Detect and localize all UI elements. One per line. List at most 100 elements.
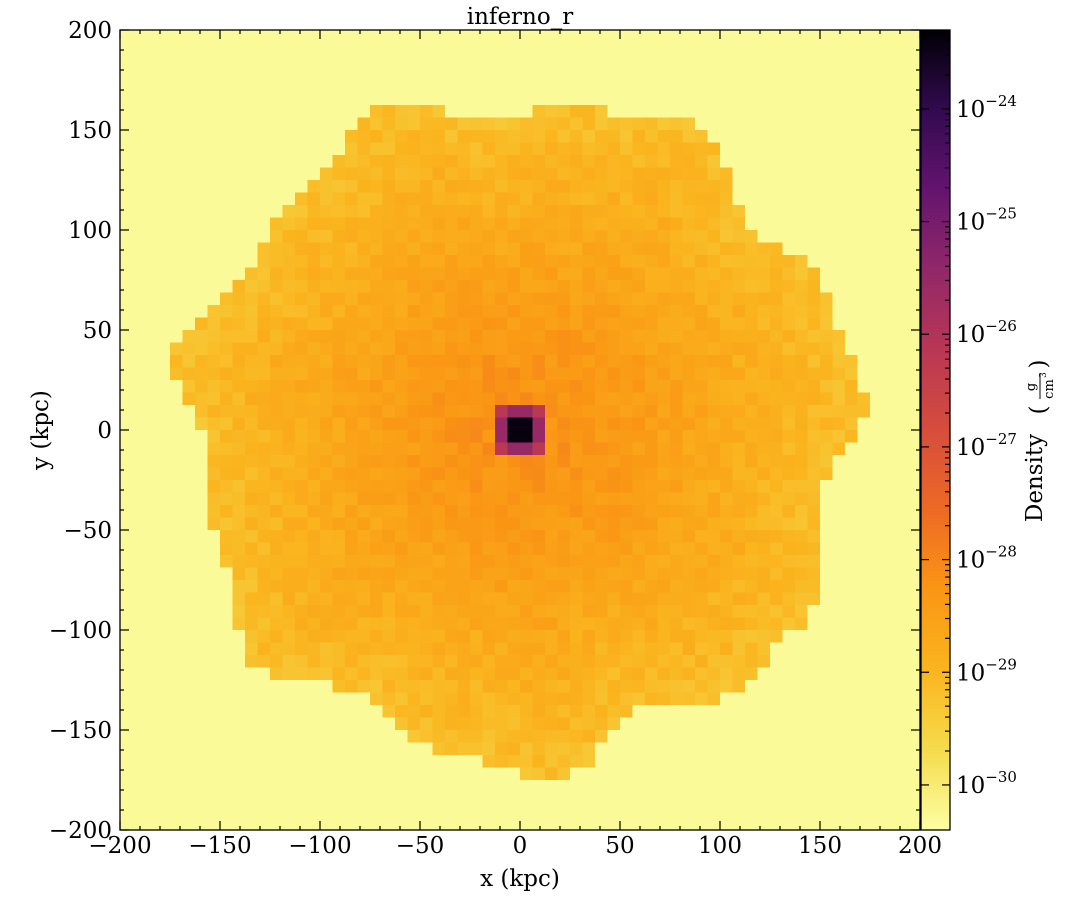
heatmap-cell (882, 492, 896, 506)
heatmap-cell (457, 755, 471, 769)
heatmap-cell (307, 167, 321, 181)
heatmap-cell (357, 80, 371, 94)
heatmap-cell (382, 455, 396, 469)
heatmap-cell (645, 680, 659, 694)
heatmap-cell (182, 705, 196, 719)
heatmap-cell (757, 342, 771, 356)
heatmap-cell (695, 380, 709, 394)
heatmap-cell (395, 292, 409, 306)
heatmap-cell (807, 367, 821, 381)
heatmap-cell (232, 692, 246, 706)
heatmap-cell (320, 442, 334, 456)
heatmap-cell (620, 442, 634, 456)
heatmap-cell (707, 705, 721, 719)
heatmap-cell (245, 142, 259, 156)
heatmap-cell (482, 505, 496, 519)
heatmap-cell (882, 255, 896, 269)
heatmap-cell (870, 142, 884, 156)
heatmap-cell (520, 392, 534, 406)
heatmap-cell (870, 355, 884, 369)
heatmap-cell (232, 805, 246, 819)
heatmap-cell (682, 392, 696, 406)
heatmap-cell (620, 792, 634, 806)
heatmap-cell (270, 567, 284, 581)
heatmap-cell (232, 67, 246, 81)
heatmap-cell (620, 642, 634, 656)
heatmap-cell (382, 330, 396, 344)
heatmap-cell (807, 717, 821, 731)
heatmap-cell (220, 517, 234, 531)
heatmap-cell (145, 642, 159, 656)
heatmap-cell (657, 80, 671, 94)
heatmap-cell (620, 817, 634, 831)
heatmap-cell (195, 692, 209, 706)
heatmap-cell (557, 67, 571, 81)
heatmap-cell (320, 330, 334, 344)
heatmap-cell (870, 42, 884, 56)
heatmap-cell (207, 117, 221, 131)
heatmap-cell (495, 267, 509, 281)
heatmap-cell (257, 55, 271, 69)
heatmap-cell (407, 655, 421, 669)
heatmap-cell (120, 705, 134, 719)
heatmap-cell (432, 280, 446, 294)
heatmap-cell (182, 742, 196, 756)
heatmap-cell (607, 730, 621, 744)
heatmap-cell (895, 80, 909, 94)
heatmap-cell (470, 305, 484, 319)
heatmap-cell (132, 92, 146, 106)
heatmap-cell (145, 267, 159, 281)
heatmap-cell (282, 417, 296, 431)
heatmap-cell (120, 117, 134, 131)
heatmap-cell (620, 742, 634, 756)
heatmap-cell (507, 305, 521, 319)
heatmap-cell (282, 380, 296, 394)
heatmap-cell (432, 780, 446, 794)
heatmap-cell (220, 780, 234, 794)
heatmap-cell (832, 330, 846, 344)
heatmap-cell (870, 292, 884, 306)
heatmap-cell (157, 367, 171, 381)
heatmap-cell (807, 105, 821, 119)
heatmap-cell (657, 342, 671, 356)
heatmap-cell (782, 255, 796, 269)
heatmap-cell (745, 517, 759, 531)
heatmap-cell (495, 542, 509, 556)
heatmap-cell (257, 530, 271, 544)
heatmap-cell (257, 692, 271, 706)
heatmap-cell (870, 30, 884, 44)
heatmap-cell (720, 192, 734, 206)
heatmap-cell (545, 242, 559, 256)
heatmap-cell (870, 667, 884, 681)
heatmap-cell (432, 155, 446, 169)
colorbar-label-text: Density (1022, 434, 1048, 522)
heatmap-cell (145, 492, 159, 506)
heatmap-cell (795, 430, 809, 444)
heatmap-cell (295, 267, 309, 281)
heatmap-cell (670, 255, 684, 269)
colorbar-tick-label: 10−26 (956, 317, 1017, 348)
heatmap-cell (507, 742, 521, 756)
heatmap-cell (420, 655, 434, 669)
heatmap-cell (257, 667, 271, 681)
heatmap-cell (407, 630, 421, 644)
heatmap-cell (232, 430, 246, 444)
heatmap-cell (282, 592, 296, 606)
heatmap-cell (420, 305, 434, 319)
heatmap-cell (320, 655, 334, 669)
heatmap-cell (870, 680, 884, 694)
heatmap-cell (707, 430, 721, 444)
heatmap-cell (682, 555, 696, 569)
heatmap-cell (595, 105, 609, 119)
heatmap-cell (345, 255, 359, 269)
heatmap-cell (732, 630, 746, 644)
heatmap-cell (607, 405, 621, 419)
heatmap-cell (870, 530, 884, 544)
heatmap-cell (757, 355, 771, 369)
heatmap-cell (145, 55, 159, 69)
heatmap-cell (782, 642, 796, 656)
heatmap-cell (432, 117, 446, 131)
heatmap-cell (507, 92, 521, 106)
heatmap-cell (682, 255, 696, 269)
heatmap-cell (145, 380, 159, 394)
